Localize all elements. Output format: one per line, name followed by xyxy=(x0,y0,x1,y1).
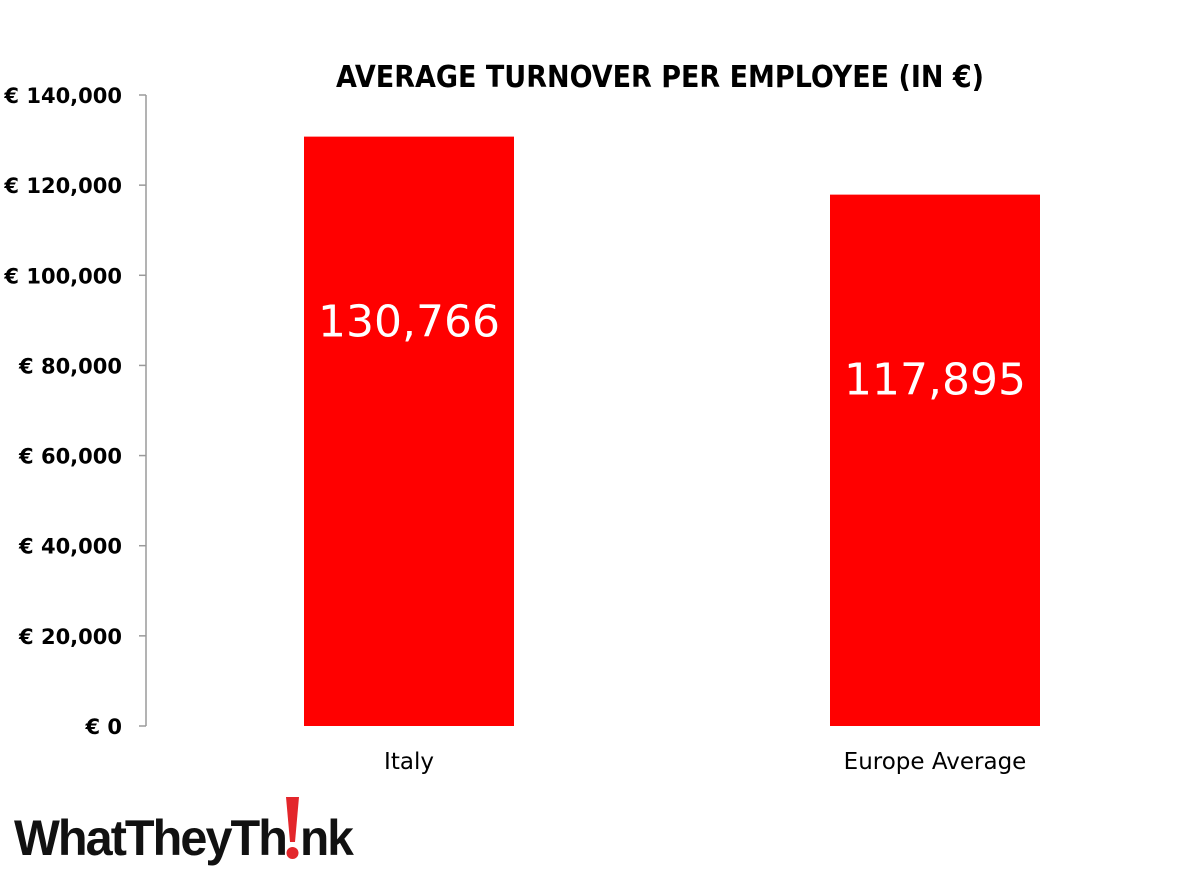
y-tick-label: € 80,000 xyxy=(18,354,122,378)
bar xyxy=(830,194,1040,727)
y-axis: € 0 € 20,000 € 40,000 € 60,000 € 80,000 € 100… xyxy=(3,84,147,739)
y-tick-label: € 40,000 xyxy=(18,535,122,559)
x-tick-label: Europe Average xyxy=(844,749,1027,775)
chart-title: AVERAGE TURNOVER PER EMPLOYEE (IN €) xyxy=(336,60,984,95)
logo-exclamation-icon xyxy=(286,797,299,859)
whattheythink-logo: WhatTheyTh nk xyxy=(14,797,356,866)
x-tick-label: Italy xyxy=(384,749,434,775)
bars xyxy=(304,136,1040,727)
y-tick-label: € 140,000 xyxy=(3,84,122,108)
y-tick-label: € 0 xyxy=(84,715,122,739)
x-labels: Italy Europe Average xyxy=(384,749,1026,775)
data-label: 117,895 xyxy=(844,355,1026,406)
y-tick-label: € 20,000 xyxy=(18,625,122,649)
y-tick-label: € 120,000 xyxy=(3,174,122,198)
data-labels: 130,766 117,895 xyxy=(318,297,1026,406)
y-tick-label: € 60,000 xyxy=(18,445,122,469)
y-tick-label: € 100,000 xyxy=(3,264,122,288)
logo-text-end: nk xyxy=(300,810,354,866)
data-label: 130,766 xyxy=(318,297,500,348)
bar xyxy=(304,136,514,726)
logo-text-start: WhatTheyTh xyxy=(14,810,286,866)
